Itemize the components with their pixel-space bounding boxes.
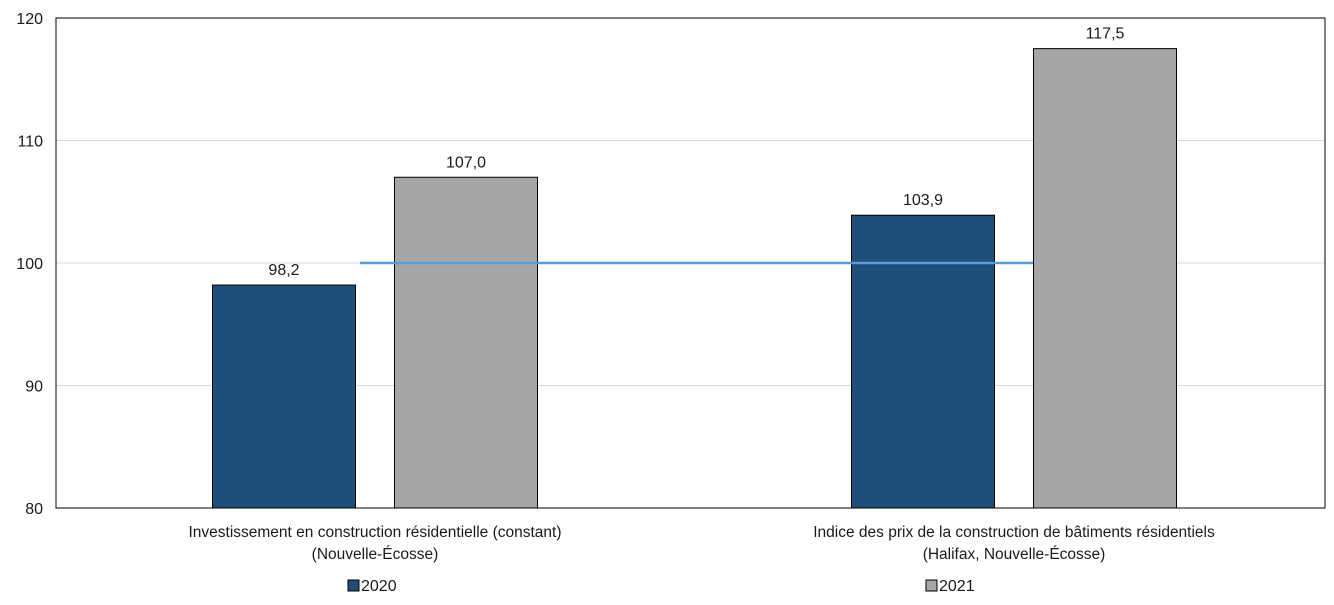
- category-label-1-line-1: Investissement en construction résidenti…: [188, 524, 561, 541]
- y-tick-label-100: 100: [16, 256, 43, 273]
- y-axis-ticks: 80 90 100 110 120: [16, 11, 43, 518]
- data-label-2021-1: 107,0: [446, 154, 486, 171]
- legend-label-2021: 2021: [939, 578, 975, 595]
- legend-label-2020: 2020: [361, 578, 397, 595]
- data-label-2021-2: 117,5: [1086, 26, 1125, 43]
- data-label-2020-1: 98,2: [268, 262, 299, 279]
- legend-swatch-2020: [347, 579, 360, 592]
- data-labels: 98,2 103,9 107,0 117,5: [268, 26, 1124, 279]
- plot-frame: [55, 17, 1326, 509]
- y-tick-label-110: 110: [17, 134, 43, 151]
- bar-2021-1: [394, 176, 538, 509]
- plot-border: [55, 17, 1326, 509]
- bar-2021-2: [1033, 48, 1177, 509]
- category-labels: Investissement en construction résidenti…: [188, 524, 1215, 563]
- bar-2020-2: [851, 214, 995, 509]
- y-tick-label-80: 80: [25, 501, 43, 518]
- legend-swatch-2021: [925, 579, 938, 592]
- data-label-2020-2: 103,9: [903, 192, 943, 209]
- bar-2020-1: [212, 284, 356, 509]
- legend: 2020 2021: [347, 578, 975, 595]
- category-label-2-line-2: (Halifax, Nouvelle-Écosse): [923, 546, 1106, 563]
- y-tick-label-90: 90: [25, 379, 43, 396]
- y-tick-label-120: 120: [16, 11, 43, 28]
- category-label-2-line-1: Indice des prix de la construction de bâ…: [813, 524, 1215, 541]
- bars: [212, 48, 1177, 509]
- category-label-1-line-2: (Nouvelle-Écosse): [312, 546, 439, 563]
